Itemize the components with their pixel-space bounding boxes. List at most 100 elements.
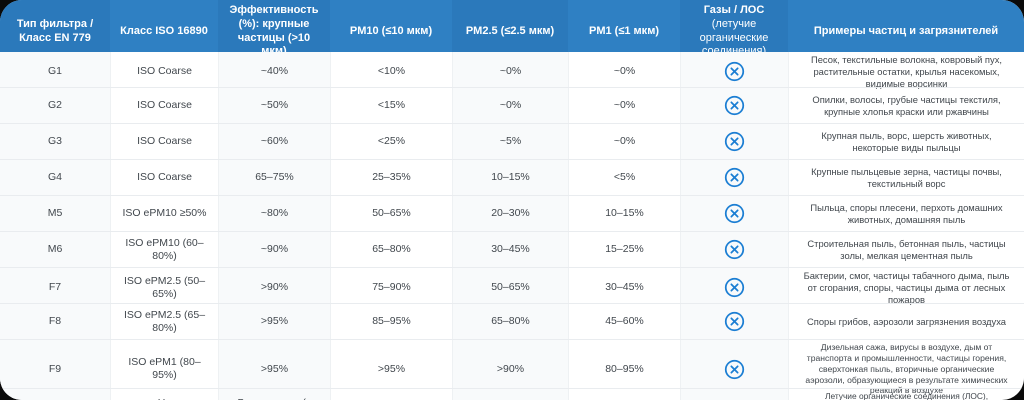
examples-cell: Опилки, волосы, грубые частицы текстиля,… [788,88,1024,124]
iso-class-cell: ISO Coarse [110,88,218,124]
gas-voc-cell [680,160,788,196]
table-row: G2 ISO Coarse ~50% <15% ~0% ~0% Опилки, … [0,87,1024,124]
examples-cell: Строительная пыль, бетонная пыль, частиц… [788,232,1024,268]
table-row: G3 ISO Coarse ~60% <25% ~5% ~0% Крупная … [0,123,1024,160]
pm25-cell: 50–65% [452,268,568,308]
table-row: G1 ISO Coarse ~40% <10% ~0% ~0% Песок, т… [0,52,1024,92]
gas-voc-cell [680,124,788,160]
filter-class-cell: G2 [0,88,110,124]
pm10-cell: 50–65% [330,196,452,232]
gas-voc-cell [680,232,788,268]
pm1-cell: Варьируется [568,388,680,400]
pm1-cell: ~0% [568,124,680,160]
col-header-iso-class: Класс ISO 16890 [120,24,208,37]
table-row: F8 ISO ePM2.5 (65–80%) >95% 85–95% 65–80… [0,303,1024,340]
iso-class-cell: ISO Coarse [110,160,218,196]
pm1-cell: 45–60% [568,304,680,340]
coarse-efficiency-cell: 65–75% [218,160,330,196]
examples-cell: Летучие органические соединения (ЛОС), ф… [788,388,1024,400]
filter-class-cell: F7 [0,268,110,308]
col-header-pm1: PM1 (≤1 мкм) [589,24,659,37]
col-header-examples: Примеры частиц и загрязнителей [813,24,999,37]
gas-voc-cell [680,52,788,92]
circle-cross-icon [724,95,745,116]
filter-class-cell: G3 [0,124,110,160]
table-body: G1 ISO Coarse ~40% <10% ~0% ~0% Песок, т… [0,52,1024,400]
table-row: F9 ISO ePM1 (80–95%) >95% >95% >90% 80–9… [0,339,1024,399]
gas-voc-cell: Высокая эффективность [680,388,788,400]
examples-cell: Пыльца, споры плесени, перхоть домашних … [788,196,1024,232]
iso-class-cell: ISO ePM1 (80–95%) [110,340,218,399]
pm1-cell: <5% [568,160,680,196]
coarse-efficiency-cell: ~80% [218,196,330,232]
table-row: M5 ISO ePM10 ≥50% ~80% 50–65% 20–30% 10–… [0,195,1024,232]
iso-class-cell: ISO ePM2.5 (65–80%) [110,304,218,340]
iso-class-cell: ISO ePM10 ≥50% [110,196,218,232]
table-row: F7 ISO ePM2.5 (50–65%) >90% 75–90% 50–65… [0,267,1024,308]
iso-class-cell: ISO ePM10 (60–80%) [110,232,218,268]
circle-cross-icon [724,359,745,380]
pm1-cell: 30–45% [568,268,680,308]
pm10-cell: Варьируется [330,388,452,400]
pm1-cell: 10–15% [568,196,680,232]
coarse-efficiency-cell: >95% [218,304,330,340]
pm25-cell: ~0% [452,52,568,92]
table-row: Активированный уголь Не классифицируется… [0,387,1024,400]
examples-cell: Песок, текстильные волокна, ковровый пух… [788,52,1024,92]
pm25-cell: 65–80% [452,304,568,340]
iso-class-cell: ISO Coarse [110,124,218,160]
circle-cross-icon [724,277,745,298]
table-row: M6 ISO ePM10 (60–80%) ~90% 65–80% 30–45%… [0,231,1024,268]
pm10-cell: <25% [330,124,452,160]
pm1-cell: ~0% [568,52,680,92]
filter-class-cell: F8 [0,304,110,340]
coarse-efficiency-cell: ~90% [218,232,330,268]
pm25-cell: 20–30% [452,196,568,232]
filter-class-cell: Активированный уголь [0,388,110,400]
filter-class-cell: G1 [0,52,110,92]
pm10-cell: 65–80% [330,232,452,268]
gas-voc-cell [680,304,788,340]
circle-cross-icon [724,167,745,188]
iso-class-cell: Не классифицируется (газовый фильтр) [110,388,218,400]
circle-cross-icon [724,131,745,152]
pm10-cell: >95% [330,340,452,399]
gas-voc-cell [680,88,788,124]
pm25-cell: ~5% [452,124,568,160]
examples-cell: Дизельная сажа, вирусы в воздухе, дым от… [788,340,1024,399]
examples-cell: Споры грибов, аэрозоли загрязнения возду… [788,304,1024,340]
coarse-efficiency-cell: ~50% [218,88,330,124]
pm10-cell: <15% [330,88,452,124]
pm1-cell: 80–95% [568,340,680,399]
pm10-cell: 85–95% [330,304,452,340]
pm10-cell: <10% [330,52,452,92]
pm25-cell: ~0% [452,88,568,124]
col-header-pm10: PM10 (≤10 мкм) [349,24,433,37]
circle-cross-icon [724,61,745,82]
examples-cell: Крупная пыль, ворс, шерсть животных, нек… [788,124,1024,160]
coarse-efficiency-cell: ~40% [218,52,330,92]
gas-voc-cell [680,268,788,308]
pm25-cell: 10–15% [452,160,568,196]
iso-class-cell: ISO Coarse [110,52,218,92]
table-row: G4 ISO Coarse 65–75% 25–35% 10–15% <5% К… [0,159,1024,196]
pm1-cell: 15–25% [568,232,680,268]
pm10-cell: 75–90% [330,268,452,308]
circle-cross-icon [724,311,745,332]
table-header-row: Тип фильтра / Класс EN 779 Класс ISO 168… [0,0,1024,63]
gas-voc-cell [680,196,788,232]
pm25-cell: 30–45% [452,232,568,268]
coarse-efficiency-cell: >90% [218,268,330,308]
iso-class-cell: ISO ePM2.5 (50–65%) [110,268,218,308]
gas-header-text: Газы / ЛОС (летучие органические соедине… [699,4,769,57]
coarse-efficiency-cell: ~60% [218,124,330,160]
examples-cell: Бактерии, смог, частицы табачного дыма, … [788,268,1024,308]
circle-cross-icon [724,239,745,260]
pm10-cell: 25–35% [330,160,452,196]
filter-class-cell: G4 [0,160,110,196]
pm1-cell: ~0% [568,88,680,124]
filter-class-cell: M5 [0,196,110,232]
coarse-efficiency-cell: Варьируется (в сочетании с префильтром) [218,388,330,400]
filter-class-cell: M6 [0,232,110,268]
